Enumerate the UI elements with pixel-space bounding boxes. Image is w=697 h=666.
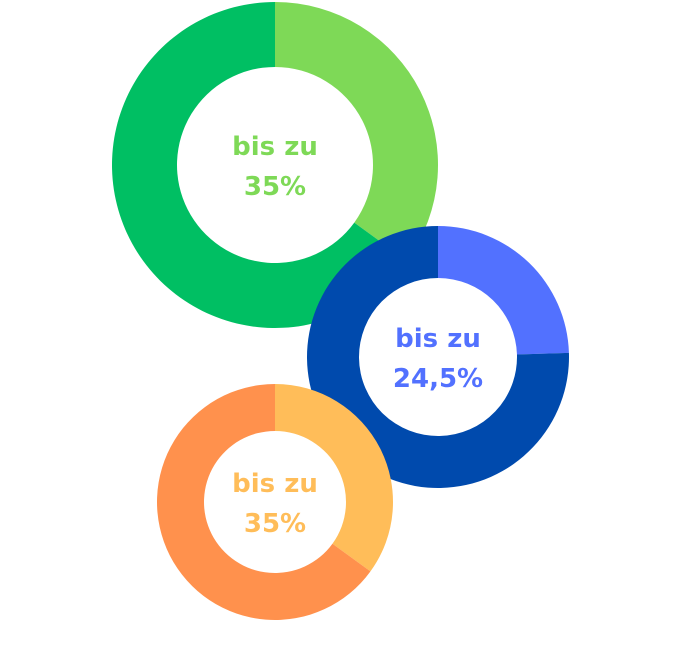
- donut-hole: [177, 67, 373, 263]
- donut-chart-1: bis zu 35%: [111, 2, 438, 328]
- center-label-value: 35%: [244, 172, 306, 202]
- highlight-slice: [275, 2, 438, 261]
- center-label-prefix: bis zu: [395, 324, 481, 354]
- donut-chart-3: bis zu 35%: [157, 384, 394, 621]
- donut-hole: [359, 278, 517, 436]
- center-label-value: 35%: [244, 509, 306, 539]
- highlight-slice: [275, 384, 394, 572]
- donut-hole: [204, 431, 346, 573]
- remaining-slice: [307, 226, 569, 489]
- remaining-slice: [111, 2, 407, 328]
- remaining-slice: [157, 384, 371, 621]
- center-label-prefix: bis zu: [232, 132, 318, 162]
- highlight-slice: [438, 226, 569, 355]
- center-label-value: 24,5%: [393, 364, 483, 394]
- center-label-prefix: bis zu: [232, 469, 318, 499]
- donut-chart-2: bis zu 24,5%: [307, 226, 569, 489]
